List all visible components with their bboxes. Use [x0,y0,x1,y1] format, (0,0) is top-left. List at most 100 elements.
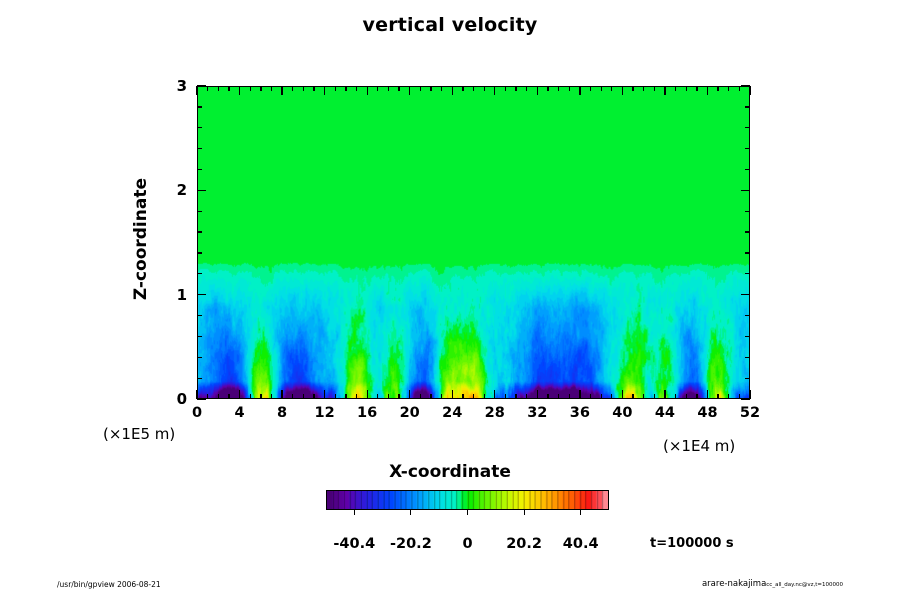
plot-area [197,86,750,399]
x-tick-major-top [536,86,538,95]
x-tick-minor [526,394,528,399]
x-tick-minor-top [600,86,602,91]
x-tick-minor-top [685,86,687,91]
y-tick-major [197,398,206,400]
x-tick-major [238,390,241,399]
y-tick-minor [197,273,202,275]
colorbar-tick-label: 40.4 [562,536,599,552]
x-tick-major [324,390,326,399]
y-tick-minor-right [745,148,750,150]
chart-title: vertical velocity [362,14,538,36]
x-tick-minor-top [557,86,560,91]
x-tick-minor-top [568,86,570,91]
x-tick-minor [419,394,422,399]
x-axis-label: X-coordinate [389,462,511,482]
x-tick-major-top [324,86,326,95]
x-tick-label: 40 [612,405,633,421]
colorbar-tick [353,510,355,515]
x-tick-minor-top [674,86,677,91]
x-tick-minor [355,394,358,399]
x-tick-major [366,390,368,399]
x-tick-major [579,390,581,399]
y-tick-minor-right [745,231,750,233]
x-tick-minor-top [611,86,613,91]
x-tick-label: 20 [399,405,420,421]
x-tick-minor [600,394,602,399]
x-tick-label: 12 [314,405,335,421]
x-tick-minor-top [377,86,379,91]
x-tick-major [749,390,751,399]
x-axis-unit-annotation: (×1E4 m) [663,437,736,455]
y-tick-minor [197,127,202,129]
y-tick-minor-right [745,252,750,254]
x-tick-minor [643,394,645,399]
y-tick-minor-right [745,377,750,379]
x-tick-minor-top [504,86,507,91]
x-tick-minor [387,394,390,399]
x-tick-minor [462,394,464,399]
x-tick-major-top [749,86,751,95]
x-tick-minor-top [483,86,485,91]
x-tick-minor [568,394,570,399]
x-tick-minor-top [430,86,432,91]
x-tick-label: 48 [697,405,718,421]
x-tick-minor [738,394,741,399]
x-tick-major [409,390,411,399]
y-axis-label: Z-coordinate [131,178,151,301]
x-tick-minor [398,394,400,399]
x-tick-minor [260,394,262,399]
x-tick-minor-top [260,86,262,91]
y-tick-label: 0 [176,390,187,408]
y-tick-minor [197,168,202,171]
x-tick-minor [696,394,698,399]
x-tick-major-top [196,86,198,95]
x-tick-minor-top [217,86,219,91]
x-tick-minor [483,394,485,399]
x-tick-minor [653,394,655,399]
x-tick-minor-top [653,86,655,91]
y-tick-label: 1 [176,285,187,304]
x-tick-minor-top [207,86,209,91]
y-tick-minor-right [745,314,750,317]
x-tick-major-top [451,86,453,95]
y-tick-label: 2 [176,181,187,200]
x-tick-minor [472,394,475,399]
x-tick-minor-top [472,86,475,91]
y-tick-minor [197,377,202,379]
y-tick-minor [197,356,202,358]
x-tick-minor [270,394,273,399]
footer-filename: cc_all_day.nc@vz,t=100000 [766,582,843,588]
y-tick-minor-right [745,210,750,212]
y-tick-minor-right [745,356,750,358]
x-tick-minor-top [717,86,719,91]
x-tick-minor [557,394,560,399]
x-tick-minor-top [313,86,315,91]
x-tick-major-top [621,86,624,95]
x-tick-minor [207,394,209,399]
x-tick-label: 32 [527,405,548,421]
y-axis-unit-annotation: (×1E5 m) [103,425,176,443]
footer-command-left: /usr/bin/gpview 2006-08-21 [57,580,161,589]
x-tick-minor [217,394,219,399]
x-tick-minor-top [738,86,741,91]
y-tick-minor-right [745,127,750,129]
colorbar-tick-label: -20.2 [389,536,432,552]
x-tick-minor [515,394,517,399]
y-tick-minor-right [745,273,750,275]
x-tick-minor-top [589,86,592,91]
colorbar-tick [523,510,525,515]
x-tick-minor [313,394,315,399]
colorbar-tick [466,510,469,515]
x-tick-minor-top [292,86,294,91]
heatmap-canvas [198,87,749,398]
x-tick-minor [345,394,347,399]
x-tick-major-top [579,86,581,95]
x-tick-minor-top [249,86,251,91]
y-tick-major-right [741,85,750,87]
x-tick-minor [589,394,592,399]
x-tick-major-top [238,86,241,95]
x-tick-minor [685,394,687,399]
x-tick-minor [504,394,507,399]
x-tick-minor [302,394,305,399]
x-tick-minor-top [387,86,390,91]
